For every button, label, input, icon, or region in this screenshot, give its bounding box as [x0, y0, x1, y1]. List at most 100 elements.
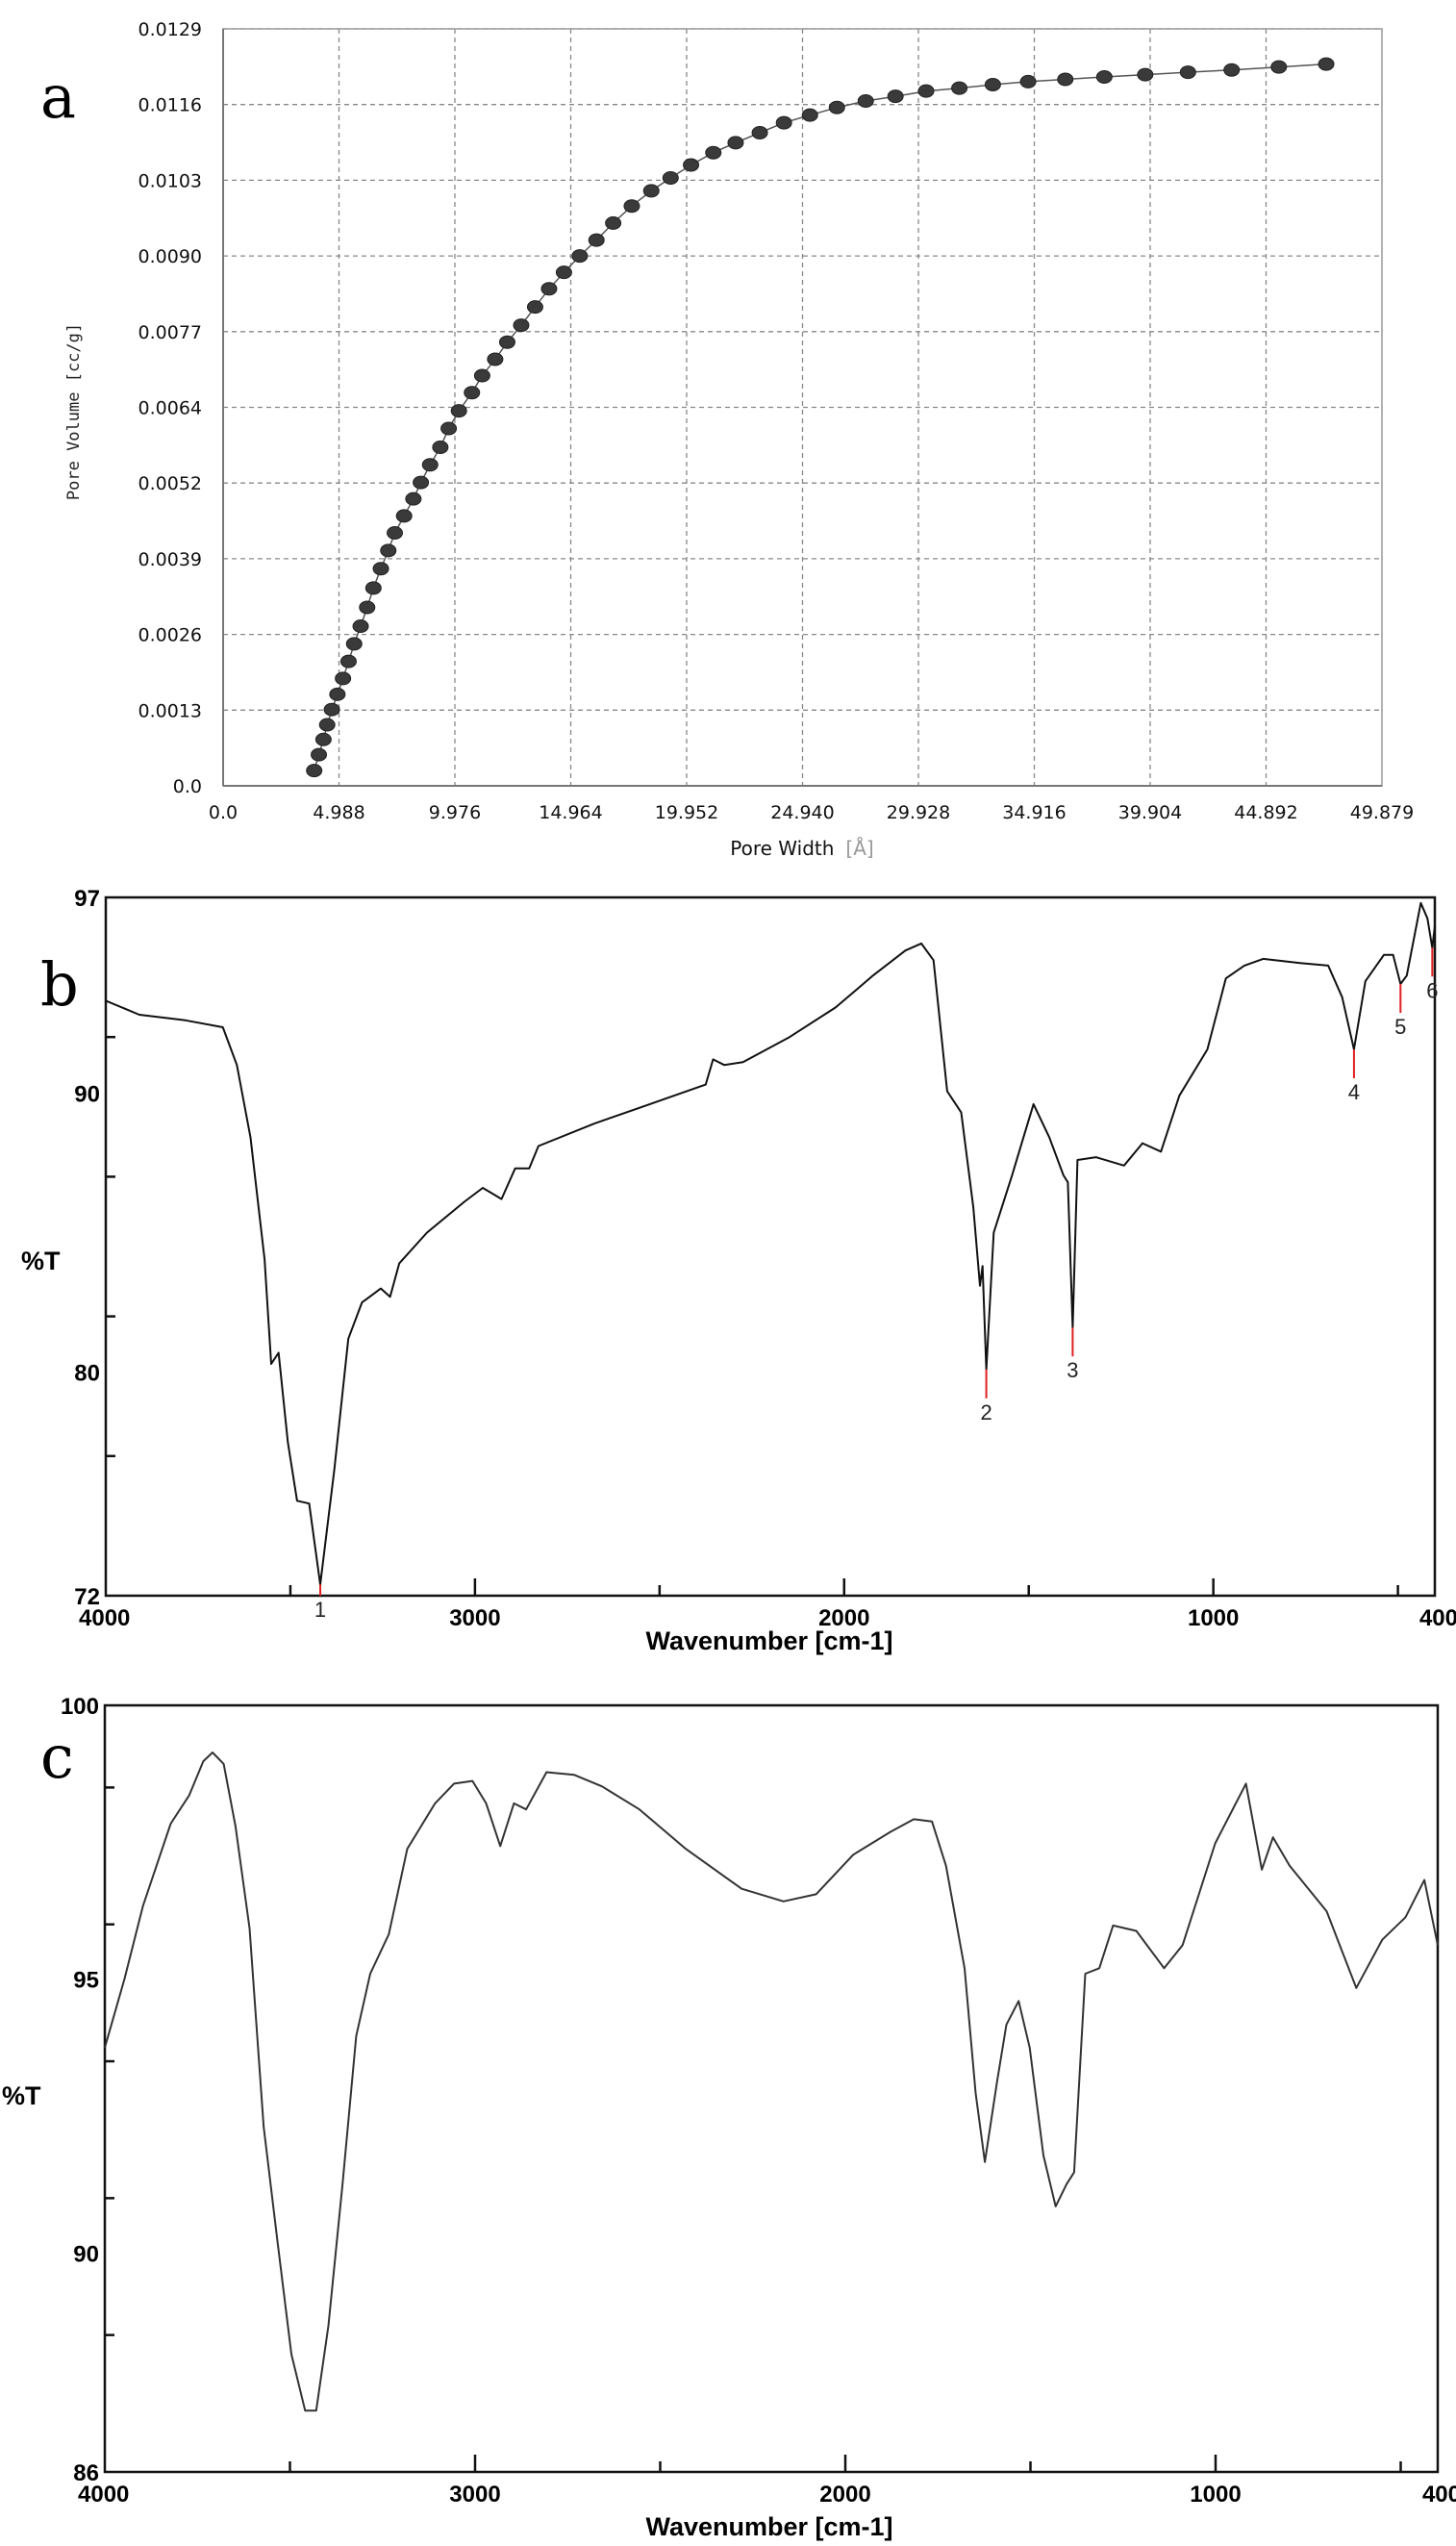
c-y-tick-label: 95	[73, 1968, 99, 1994]
a-data-point	[623, 199, 640, 214]
a-x-tick-label: 34.916	[1002, 802, 1066, 823]
a-data-point	[359, 600, 376, 615]
a-y-axis-title: Pore Volume [cc/g]	[64, 323, 84, 500]
a-y-tick-label: 0.0039	[138, 549, 202, 570]
a-y-tick-label: 0.0026	[138, 625, 202, 646]
a-data-point	[339, 654, 357, 668]
c-y-axis-title: %T	[2, 2081, 41, 2110]
a-x-tick-label: 9.976	[429, 802, 481, 823]
a-data-point	[662, 170, 679, 185]
a-data-point	[571, 249, 589, 264]
c-x-tick-label: 3000	[449, 2482, 500, 2508]
b-x-tick-label: 1000	[1188, 1605, 1239, 1631]
a-data-point	[605, 215, 622, 230]
a-y-tick-label: 0.0116	[138, 95, 202, 116]
a-data-point	[432, 440, 449, 454]
a-data-point	[887, 89, 904, 104]
a-x-tick-label: 19.952	[655, 802, 718, 823]
a-data-point	[372, 562, 389, 576]
a-data-point	[498, 335, 515, 349]
a-data-point	[314, 732, 332, 746]
a-x-tick-label: 39.904	[1118, 802, 1182, 823]
a-data-point	[857, 94, 874, 109]
c-y-tick-label: 100	[61, 1694, 99, 1720]
b-x-tick-label: 3000	[449, 1605, 500, 1631]
a-data-point	[364, 581, 382, 595]
a-data-point	[345, 637, 363, 651]
a-data-point	[555, 265, 572, 280]
b-peak-label: 3	[1067, 1358, 1078, 1382]
c-y-tick-label: 86	[73, 2460, 99, 2486]
a-data-point	[917, 84, 935, 98]
a-data-point	[1095, 70, 1113, 85]
a-data-point	[473, 368, 490, 383]
b-plot-frame	[104, 895, 1437, 1598]
b-y-axis-title: %T	[21, 1247, 61, 1275]
a-data-point	[335, 671, 352, 686]
panel-label-a: a	[40, 62, 76, 132]
a-data-point	[984, 77, 1001, 91]
b-x-axis-title: Wavenumber [cm-1]	[645, 1626, 892, 1655]
b-y-tick-label: 97	[74, 886, 100, 912]
a-data-point	[683, 158, 700, 172]
a-data-point	[311, 747, 328, 762]
a-data-point	[450, 404, 467, 418]
a-y-tick-label: 0.0013	[138, 700, 202, 721]
a-x-tick-label: 14.964	[539, 802, 602, 823]
a-data-point	[642, 184, 660, 198]
a-data-point	[413, 475, 430, 490]
a-data-point	[775, 115, 792, 130]
panel-c-ir-spectrum: 4000 3000 2000 1000 400 100 95 90 86	[61, 1694, 1456, 2508]
b-peak-label: 6	[1426, 978, 1438, 1002]
a-data-point	[387, 526, 404, 541]
b-peak-label: 2	[980, 1400, 992, 1424]
a-y-tick-label: 0.0129	[138, 19, 202, 40]
b-y-tick-label: 80	[74, 1361, 100, 1387]
a-y-tick-label: 0.0064	[138, 398, 202, 419]
a-data-point	[751, 125, 768, 139]
a-data-point	[1057, 72, 1074, 87]
b-x-tick-label: 4000	[79, 1605, 130, 1631]
panel-a-pore-volume-chart: 0.0 4.988 9.976 14.964 19.952 24.940 29.928 34.…	[138, 19, 1415, 823]
a-data-point	[421, 458, 439, 472]
a-data-point	[306, 764, 323, 778]
a-data-point	[1019, 74, 1037, 88]
panel-label-c: c	[40, 1722, 74, 1792]
c-y-tick-label: 90	[73, 2241, 99, 2267]
a-data-point	[352, 619, 369, 634]
a-data-point	[513, 318, 530, 333]
c-x-tick-label: 2000	[819, 2482, 870, 2508]
a-data-point	[395, 509, 413, 523]
b-peak-label: 5	[1394, 1015, 1406, 1039]
c-x-tick-label: 400	[1422, 2482, 1456, 2508]
a-data-point	[318, 718, 336, 732]
a-data-point	[323, 702, 340, 717]
a-data-point	[487, 352, 504, 366]
a-data-point	[1270, 60, 1288, 74]
a-x-tick-label: 44.892	[1234, 802, 1297, 823]
a-x-tick-label: 49.879	[1350, 802, 1414, 823]
a-y-tick-label: 0.0	[173, 776, 202, 797]
a-y-tick-label: 0.0077	[138, 322, 202, 343]
c-plot-frame	[103, 1703, 1440, 2474]
a-data-point	[801, 108, 818, 122]
a-data-point	[1318, 57, 1335, 71]
panel-b-ir-spectrum: 4000 3000 2000 1000 400 97 90 80 72 1 2 3 4 56	[74, 886, 1456, 1631]
a-x-tick-label: 4.988	[313, 802, 364, 823]
a-data-point	[440, 421, 458, 436]
c-spectrum-line	[104, 1752, 1439, 2412]
a-data-point	[464, 386, 481, 400]
a-y-tick-label: 0.0090	[138, 246, 202, 267]
a-data-point	[526, 300, 543, 315]
c-x-tick-label: 4000	[78, 2482, 129, 2508]
b-y-tick-label: 72	[74, 1584, 100, 1610]
a-x-tick-label: 24.940	[770, 802, 834, 823]
a-data-point	[1137, 67, 1154, 82]
a-data-point	[1179, 65, 1196, 80]
b-spectrum-line	[105, 901, 1436, 1586]
b-y-tick-label: 90	[74, 1081, 100, 1107]
a-y-tick-label: 0.0103	[138, 170, 202, 191]
b-x-tick-label: 2000	[818, 1605, 869, 1631]
a-data-point	[405, 492, 422, 506]
